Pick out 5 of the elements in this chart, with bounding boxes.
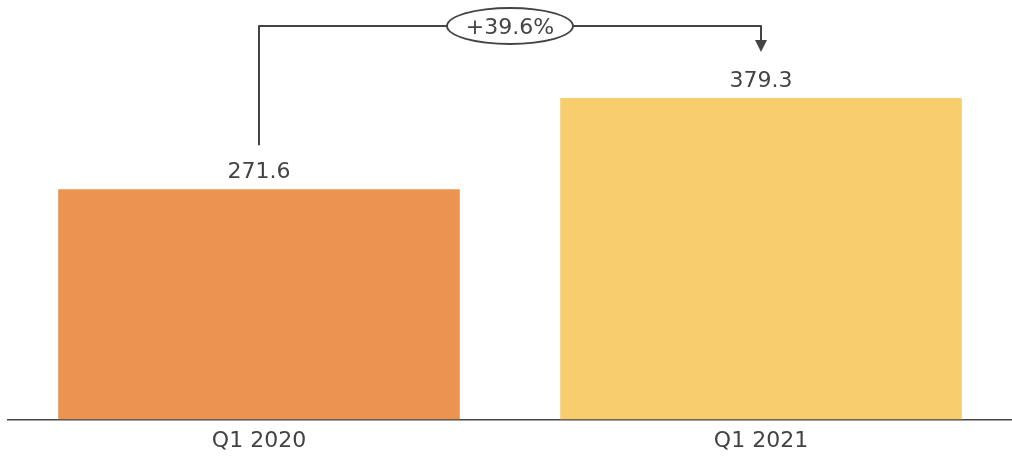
x-tick-label: Q1 2021 bbox=[713, 426, 809, 452]
data-label: 379.3 bbox=[729, 66, 793, 92]
text: +39.6% bbox=[446, 7, 574, 45]
x-tick-label: Q1 2020 bbox=[211, 426, 307, 452]
data-label: 271.6 bbox=[227, 158, 291, 184]
